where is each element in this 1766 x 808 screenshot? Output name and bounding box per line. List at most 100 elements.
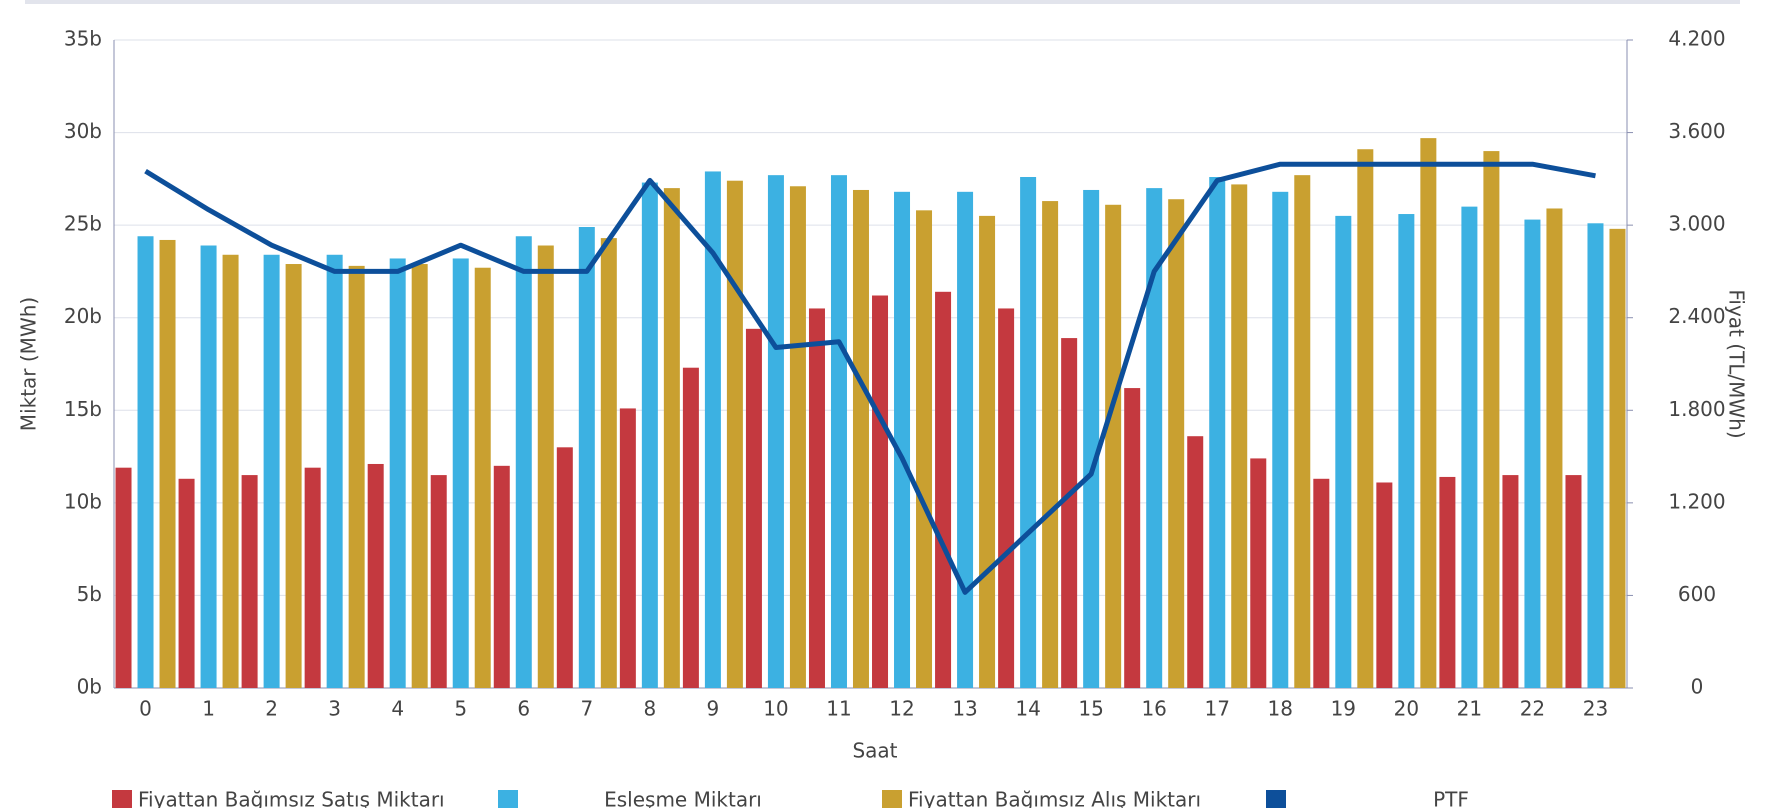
- x-tick-label: 16: [1141, 697, 1166, 721]
- bar: [1587, 223, 1604, 688]
- bar: [285, 264, 302, 688]
- bar: [1461, 206, 1478, 688]
- x-tick-label: 12: [889, 697, 914, 721]
- legend-swatch[interactable]: [1266, 790, 1286, 808]
- bar: [1565, 475, 1582, 688]
- x-tick-label: 17: [1205, 697, 1230, 721]
- x-tick-label: 0: [139, 697, 152, 721]
- legend-label[interactable]: Fiyattan Bağımsız Alış Miktarı: [908, 788, 1201, 808]
- bar: [957, 191, 974, 688]
- bar: [998, 308, 1015, 688]
- y-tick-label: 30b: [64, 119, 102, 143]
- bar: [241, 475, 258, 688]
- y2-tick-label: 1.200: [1668, 489, 1725, 513]
- bar: [1250, 458, 1267, 688]
- bar: [852, 189, 869, 689]
- bar: [1420, 138, 1437, 688]
- bar: [894, 191, 911, 688]
- x-tick-label: 11: [826, 697, 851, 721]
- bar: [1483, 151, 1500, 689]
- x-tick-label: 15: [1078, 697, 1103, 721]
- bar: [745, 328, 762, 688]
- bar: [1105, 204, 1122, 688]
- x-tick-label: 8: [643, 697, 656, 721]
- x-tick-label: 7: [580, 697, 593, 721]
- bar: [411, 264, 428, 688]
- bar: [304, 467, 321, 688]
- y2-tick-label: 600: [1678, 582, 1716, 606]
- y-tick-label: 25b: [64, 212, 102, 236]
- bar: [1294, 175, 1311, 688]
- bar: [348, 265, 365, 688]
- bar: [1061, 338, 1078, 688]
- y-tick-label: 20b: [64, 304, 102, 328]
- y2-tick-label: 4.200: [1668, 27, 1725, 51]
- top-bar: [25, 0, 1740, 4]
- bar: [726, 180, 743, 689]
- bar: [367, 463, 384, 688]
- legend-label[interactable]: PTF: [1433, 788, 1469, 808]
- y-tick-label: 5b: [77, 582, 102, 606]
- y2-tick-label: 1.800: [1668, 397, 1725, 421]
- x-tick-label: 4: [391, 697, 404, 721]
- y2-tick-label: 3.600: [1668, 119, 1725, 143]
- y2-tick-label: 0: [1691, 675, 1704, 699]
- bar: [767, 175, 784, 688]
- bar: [326, 254, 343, 688]
- legend-label[interactable]: Esļes̨me Miktarı: [604, 788, 762, 808]
- bar: [1439, 476, 1456, 688]
- bar: [556, 447, 573, 688]
- bar: [619, 408, 636, 688]
- line: [144, 161, 1596, 595]
- bar: [515, 236, 532, 688]
- y-tick-label: 15b: [64, 397, 102, 421]
- bar: [137, 236, 154, 688]
- bar: [1168, 199, 1185, 689]
- bar: [1609, 228, 1626, 689]
- bar: [1398, 214, 1415, 688]
- x-tick-label: 13: [952, 697, 977, 721]
- bar: [578, 226, 595, 688]
- legend-swatch[interactable]: [112, 790, 132, 808]
- y-tick-label: 0b: [77, 675, 102, 699]
- y2-tick-label: 3.000: [1668, 212, 1725, 236]
- bar: [1357, 149, 1374, 689]
- bar: [1020, 177, 1037, 688]
- bar: [789, 186, 806, 688]
- legend-swatch[interactable]: [498, 790, 518, 808]
- bar: [600, 238, 617, 689]
- bar: [1083, 189, 1100, 689]
- y2-tick-label: 2.400: [1668, 304, 1725, 328]
- x-tick-label: 21: [1457, 697, 1482, 721]
- x-tick-label: 1: [202, 697, 215, 721]
- bar: [663, 188, 680, 688]
- bar: [935, 291, 952, 688]
- x-tick-label: 22: [1520, 697, 1545, 721]
- y-axis-title: Miktar (MWh): [17, 297, 41, 431]
- bar: [916, 210, 933, 688]
- bar: [493, 465, 510, 688]
- bar: [682, 367, 699, 688]
- x-tick-label: 23: [1583, 697, 1608, 721]
- bar: [430, 475, 447, 688]
- bar: [159, 239, 176, 688]
- bar: [200, 245, 217, 688]
- bar: [1502, 475, 1519, 688]
- bar: [872, 295, 889, 688]
- legend-label[interactable]: Fiyattan Bağımsız Satış Miktarı: [138, 788, 445, 808]
- x-tick-label: 3: [328, 697, 341, 721]
- bar: [537, 245, 554, 688]
- x-axis-title: Saat: [852, 739, 897, 763]
- bar: [641, 182, 658, 688]
- bar: [979, 215, 996, 688]
- y-tick-label: 35b: [64, 27, 102, 51]
- bar: [1524, 219, 1541, 689]
- bar: [222, 254, 239, 688]
- bar: [1042, 201, 1059, 688]
- bar: [263, 254, 280, 688]
- bar: [1231, 184, 1248, 688]
- legend-swatch[interactable]: [882, 790, 902, 808]
- x-tick-label: 20: [1394, 697, 1419, 721]
- bar: [1376, 482, 1393, 688]
